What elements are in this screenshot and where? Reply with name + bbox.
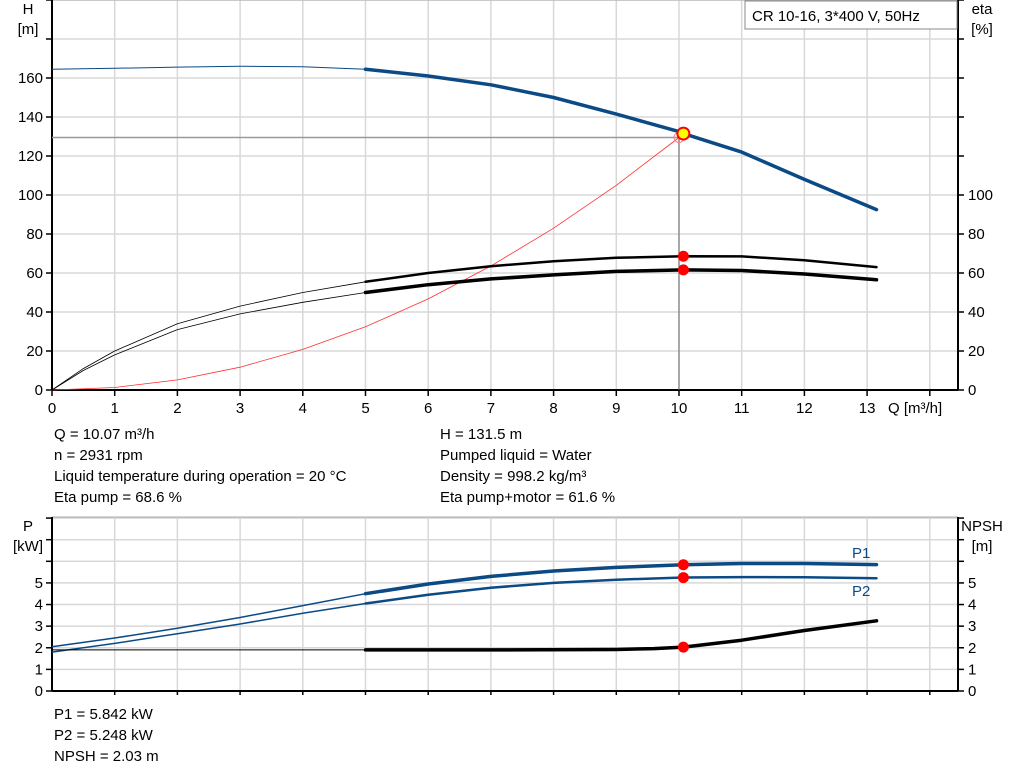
p2-duty-marker	[677, 572, 689, 584]
y-tick-label-left: 4	[35, 597, 43, 614]
y-axis-label-left: P	[23, 518, 33, 535]
head-duty-marker	[676, 126, 691, 141]
y-tick-label-right: 3	[968, 618, 976, 635]
y-tick-label-right: 100	[968, 187, 993, 204]
eta-pump-motor-curve-thin	[51, 292, 366, 391]
x-tick-label: 11	[734, 400, 750, 417]
results-power: P1 = 5.842 kW P2 = 5.248 kW NPSH = 2.03 …	[54, 704, 159, 767]
y-tick-label-right: 0	[968, 382, 976, 399]
power-npsh-chart: 0 1 2 3 4 5 0 1 2 3 4 5 P [kW] NPSH [m] P1 P2	[13, 516, 1003, 700]
head-curve	[363, 67, 879, 212]
y-axis-label-right: NPSH	[961, 518, 1003, 535]
y-axis-label-left: H	[23, 1, 34, 18]
result-temperature: Liquid temperature during operation = 20…	[54, 468, 347, 485]
x-tick-label: 13	[859, 400, 876, 417]
x-tick-label: 10	[671, 400, 688, 417]
y-tick-label-left: 0	[35, 382, 43, 399]
eta-pump-motor-duty-marker	[677, 264, 689, 276]
y-axis-label-right: [m]	[972, 538, 993, 555]
x-tick-label: 9	[612, 400, 620, 417]
result-p1: P1 = 5.842 kW	[54, 706, 153, 723]
y-axis-label-right: [%]	[971, 21, 993, 38]
head-efficiency-chart: 020406080100120140160020406080100H[m]eta…	[18, 0, 994, 417]
p2-curve	[364, 575, 878, 605]
results-left: Q = 10.07 m³/h n = 2931 rpm Liquid tempe…	[54, 424, 346, 508]
result-speed: n = 2931 rpm	[54, 447, 143, 464]
x-tick-label: 7	[487, 400, 495, 417]
y-tick-label-left: 100	[18, 187, 43, 204]
y-tick-label-right: 2	[968, 640, 976, 657]
y-tick-label-right: 40	[968, 304, 985, 321]
y-tick-label-right: 60	[968, 265, 985, 282]
x-tick-label: 5	[361, 400, 369, 417]
y-tick-label-left: 3	[35, 618, 43, 635]
y-axis-label-right: eta	[972, 1, 994, 18]
x-tick-label: 0	[48, 400, 56, 417]
eta-pump-duty-marker	[677, 250, 689, 262]
chart-title: CR 10-16, 3*400 V, 50Hz	[752, 8, 920, 25]
result-head: H = 131.5 m	[440, 426, 523, 443]
y-tick-label-right: 80	[968, 226, 985, 243]
x-tick-label: 2	[173, 400, 181, 417]
result-p2: P2 = 5.248 kW	[54, 727, 153, 744]
y-tick-label-left: 20	[26, 343, 43, 360]
p1-duty-marker	[677, 559, 689, 571]
x-tick-label: 3	[236, 400, 244, 417]
result-liquid: Pumped liquid = Water	[440, 447, 592, 464]
y-tick-label-left: 2	[35, 640, 43, 657]
y-tick-label-right: 5	[968, 575, 976, 592]
y-tick-label-left: 5	[35, 575, 43, 592]
x-tick-label: 12	[796, 400, 813, 417]
npsh-duty-marker	[677, 641, 689, 653]
results-right: H = 131.5 m Pumped liquid = Water Densit…	[440, 424, 615, 508]
npsh-curve	[363, 619, 879, 652]
p2-curve-thin	[51, 602, 366, 653]
y-tick-label-right: 0	[968, 683, 976, 700]
eta-pump-curve	[364, 254, 878, 284]
result-npsh: NPSH = 2.03 m	[54, 748, 159, 765]
y-tick-label-left: 0	[35, 683, 43, 700]
result-flow: Q = 10.07 m³/h	[54, 426, 155, 443]
result-density: Density = 998.2 kg/m³	[440, 468, 587, 485]
eta-pump-motor-curve	[363, 268, 879, 295]
eta-pump-curve-thin	[51, 281, 366, 391]
x-tick-label: 6	[424, 400, 432, 417]
p1-curve-thin	[51, 592, 366, 648]
result-eta-pump-motor: Eta pump+motor = 61.6 %	[440, 489, 616, 506]
result-eta-pump: Eta pump = 68.6 %	[54, 489, 182, 506]
y-tick-label-left: 160	[18, 70, 43, 87]
head-curve-thin	[51, 65, 366, 70]
y-tick-label-left: 80	[26, 226, 43, 243]
x-tick-label: 8	[549, 400, 557, 417]
x-tick-label: 4	[299, 400, 307, 417]
p1-curve-label: P1	[852, 545, 870, 562]
y-tick-label-left: 120	[18, 148, 43, 165]
y-tick-label-right: 1	[968, 661, 976, 678]
y-tick-label-left: 40	[26, 304, 43, 321]
y-axis-label-left: [m]	[18, 21, 39, 38]
y-axis-label-left: [kW]	[13, 538, 43, 555]
x-axis-label: Q [m³/h]	[888, 400, 942, 417]
p2-curve-label: P2	[852, 583, 870, 600]
y-tick-label-right: 20	[968, 343, 985, 360]
title-box: CR 10-16, 3*400 V, 50Hz	[744, 0, 958, 30]
p1-curve	[363, 561, 879, 596]
y-tick-label-left: 60	[26, 265, 43, 282]
y-tick-label-left: 1	[35, 661, 43, 678]
x-tick-label: 1	[111, 400, 119, 417]
y-tick-label-right: 4	[968, 597, 976, 614]
system-curve	[51, 137, 680, 391]
y-tick-label-left: 140	[18, 109, 43, 126]
